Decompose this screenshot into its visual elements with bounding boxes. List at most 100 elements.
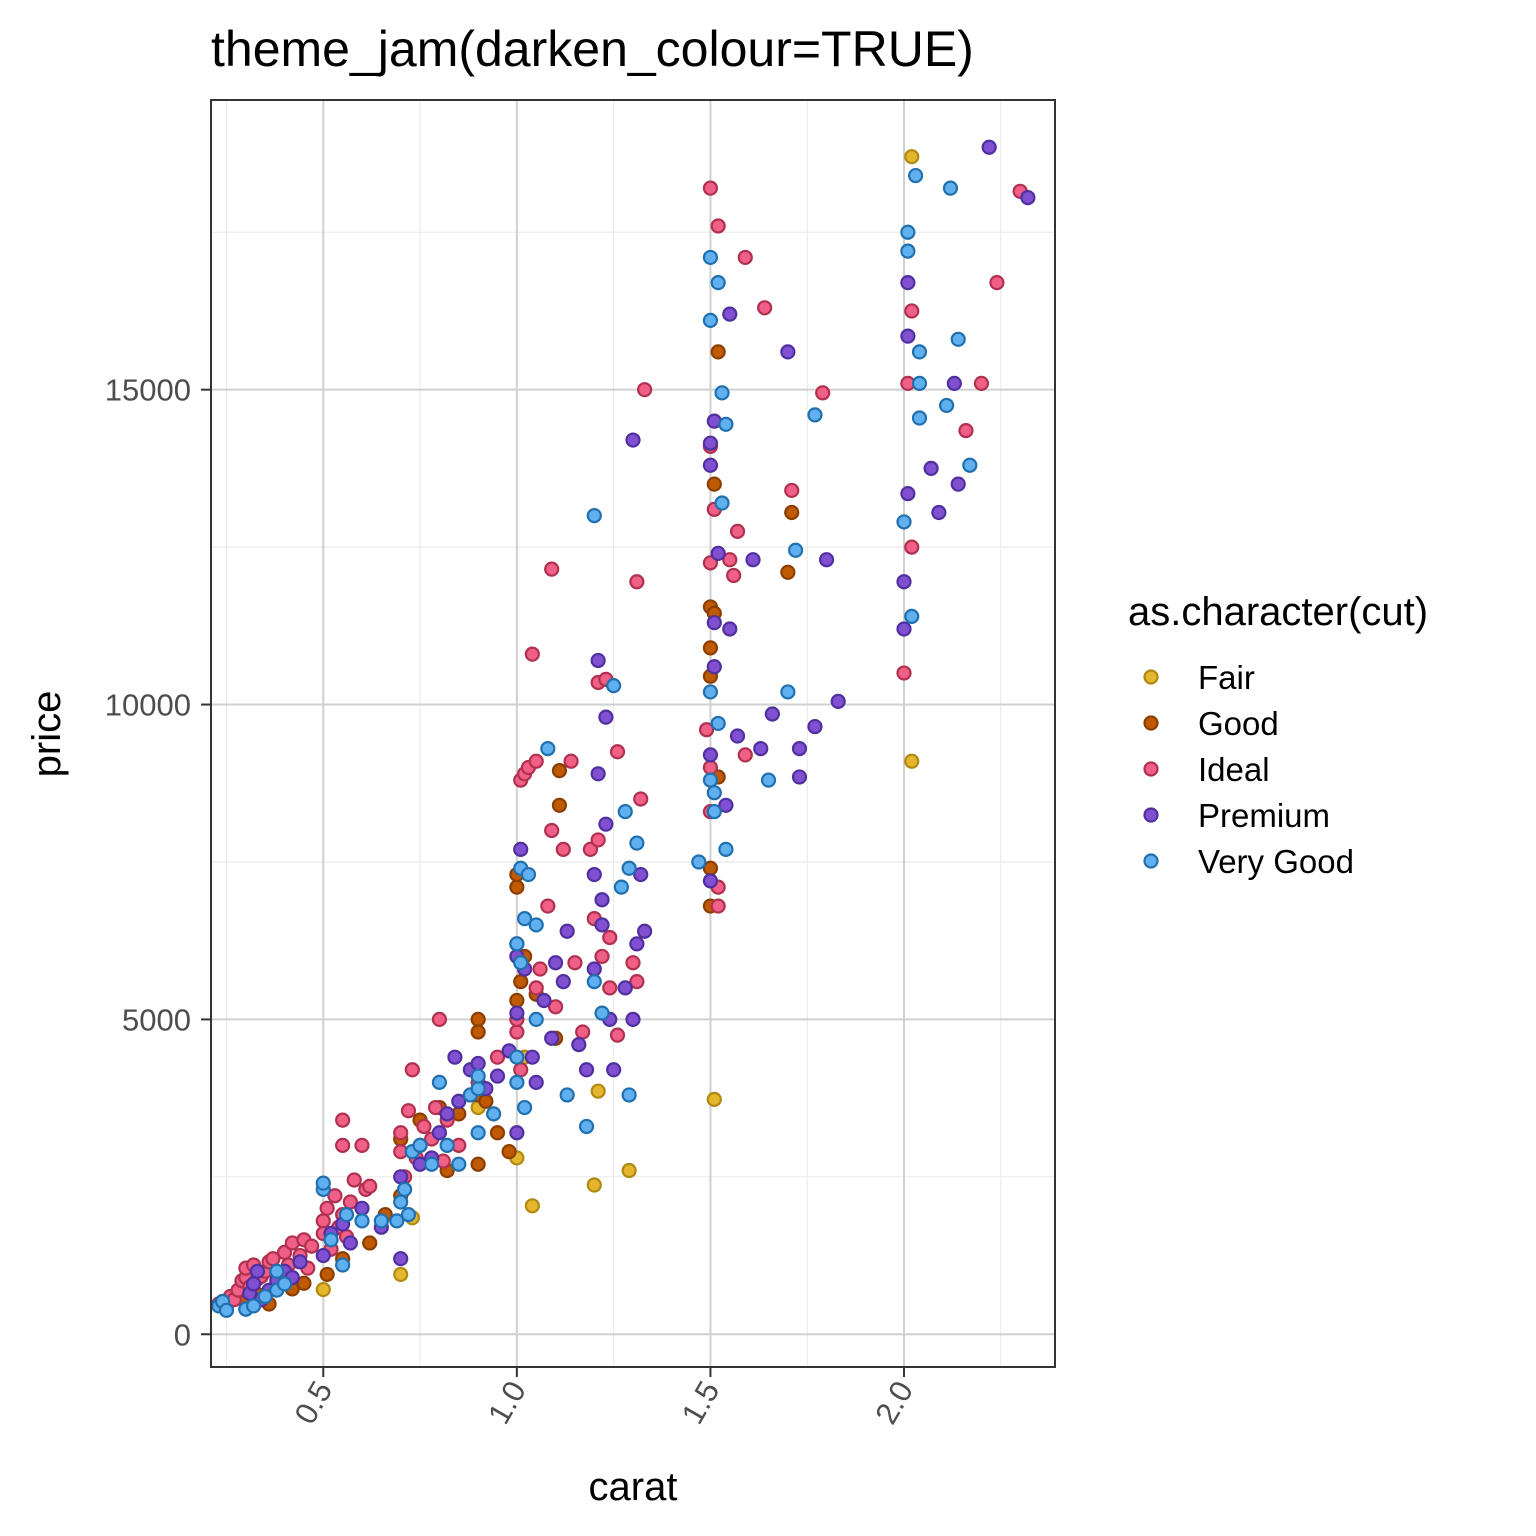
point-premium [544, 1030, 560, 1046]
point-premium [524, 1049, 540, 1065]
point-ideal [602, 980, 618, 996]
point-very-good [613, 879, 629, 895]
x-tick-label: 1.0 [481, 1375, 533, 1430]
point-very-good [412, 1137, 428, 1153]
point-very-good [714, 495, 730, 511]
point-premium [513, 841, 529, 857]
point-fair [590, 1083, 606, 1099]
point-ideal [335, 1112, 351, 1128]
point-very-good [516, 911, 533, 927]
point-fair [524, 1198, 540, 1214]
point-ideal [609, 1027, 626, 1043]
point-very-good [586, 508, 602, 524]
point-very-good [269, 1263, 285, 1279]
point-premium [578, 1062, 595, 1078]
point-ideal [737, 747, 753, 763]
y-tick-label: 5000 [122, 1002, 191, 1037]
point-good [551, 763, 568, 779]
point-ideal [335, 1137, 351, 1153]
legend-key-premium [1143, 807, 1159, 823]
y-tick-label: 0 [174, 1317, 191, 1352]
point-premium [900, 275, 916, 291]
point-ideal [904, 303, 920, 319]
point-very-good [393, 1194, 409, 1210]
point-very-good [710, 715, 726, 732]
point-ideal [524, 646, 540, 662]
point-very-good [276, 1276, 293, 1292]
point-very-good [559, 1087, 575, 1103]
point-ideal [710, 218, 726, 234]
point-ideal [400, 1103, 417, 1119]
point-premium [753, 741, 769, 757]
point-ideal [629, 974, 645, 990]
point-premium [590, 652, 606, 669]
point-premium [555, 974, 571, 990]
point-ideal [416, 1118, 432, 1135]
point-premium [431, 1125, 448, 1141]
point-fair [586, 1177, 602, 1193]
point-premium [249, 1263, 266, 1279]
point-good [470, 1011, 486, 1027]
point-premium [791, 741, 808, 757]
chart-title: theme_jam(darken_colour=TRUE) [211, 21, 974, 77]
point-fair [904, 149, 920, 165]
point-ideal [904, 539, 920, 555]
point-premium [818, 552, 835, 568]
point-very-good [335, 1257, 351, 1273]
point-premium [447, 1049, 463, 1065]
point-ideal [393, 1125, 409, 1141]
point-very-good [594, 1005, 610, 1021]
point-very-good [431, 1074, 448, 1090]
point-fair [621, 1162, 637, 1179]
x-tick-label: 2.0 [868, 1375, 920, 1430]
point-very-good [621, 860, 637, 876]
point-premium [594, 892, 610, 908]
point-ideal [602, 929, 618, 946]
point-premium [625, 432, 641, 448]
point-premium [470, 1055, 486, 1072]
legend: as.character(cut) Fair Good Ideal Premium Ve… [1128, 590, 1428, 880]
point-good [509, 879, 525, 895]
point-good [470, 1024, 486, 1040]
point-premium [586, 961, 602, 977]
point-very-good [520, 866, 537, 883]
legend-label-premium: Premium [1198, 797, 1330, 834]
point-very-good [509, 936, 525, 952]
point-very-good [938, 397, 955, 414]
point-fair [393, 1266, 409, 1283]
point-premium [702, 435, 719, 451]
point-ideal [513, 1062, 529, 1078]
point-ideal [973, 375, 990, 391]
point-premium [950, 476, 966, 492]
point-premium [946, 375, 962, 391]
point-very-good [389, 1213, 405, 1229]
point-ideal [544, 561, 560, 577]
point-premium [807, 718, 823, 735]
point-ideal [354, 1137, 370, 1153]
point-premium [292, 1254, 308, 1270]
point-premium [923, 460, 939, 476]
legend-key-ideal [1143, 761, 1159, 777]
x-axis: 0.5 1.0 1.5 2.0 [287, 1367, 920, 1430]
point-ideal [547, 999, 564, 1015]
point-very-good [245, 1298, 262, 1314]
point-ideal [737, 249, 753, 266]
point-ideal [563, 753, 579, 769]
point-very-good [617, 803, 633, 820]
legend-key-very-good [1143, 853, 1159, 869]
point-very-good [710, 275, 726, 291]
point-ideal [567, 955, 583, 971]
point-premium [528, 1074, 544, 1090]
point-very-good [606, 678, 622, 694]
point-very-good [908, 167, 924, 184]
point-premium [598, 709, 614, 725]
point-very-good [780, 684, 796, 700]
point-good [509, 992, 525, 1009]
point-premium [722, 306, 738, 322]
point-ideal [637, 382, 653, 398]
point-ideal [555, 841, 571, 857]
legend-key-fair [1143, 669, 1159, 685]
point-premium [900, 328, 916, 344]
point-premium [764, 706, 780, 722]
point-good [470, 1156, 486, 1172]
